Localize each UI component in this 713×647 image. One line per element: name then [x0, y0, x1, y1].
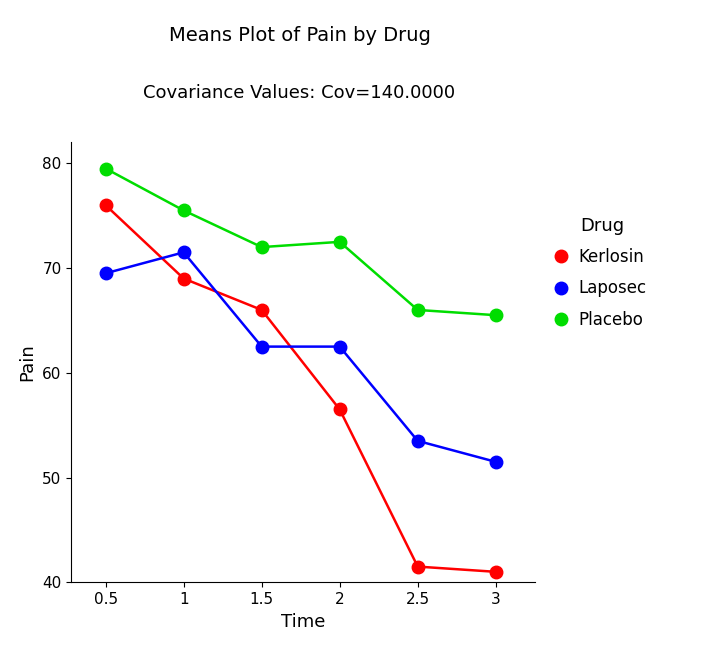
Kerlosin — [414, 563, 422, 571]
Placebo — [257, 243, 266, 251]
X-axis label: Time: Time — [281, 613, 325, 631]
Kerlosin — [491, 568, 500, 576]
Laposec — [101, 269, 110, 277]
Laposec — [414, 437, 422, 444]
Text: Means Plot of Pain by Drug: Means Plot of Pain by Drug — [168, 26, 431, 45]
Kerlosin — [101, 201, 110, 209]
Placebo — [101, 164, 110, 172]
Placebo — [414, 306, 422, 314]
Line: Kerlosin: Kerlosin — [99, 199, 502, 578]
Kerlosin — [335, 406, 344, 413]
Kerlosin — [180, 274, 188, 282]
Legend: Kerlosin, Laposec, Placebo: Kerlosin, Laposec, Placebo — [557, 217, 647, 329]
Laposec — [180, 248, 188, 256]
Laposec — [257, 343, 266, 351]
Y-axis label: Pain: Pain — [19, 344, 36, 381]
Text: Covariance Values: Cov=140.0000: Covariance Values: Cov=140.0000 — [143, 84, 456, 102]
Line: Laposec: Laposec — [99, 246, 502, 468]
Placebo — [491, 311, 500, 319]
Laposec — [491, 458, 500, 466]
Placebo — [335, 238, 344, 246]
Kerlosin — [257, 306, 266, 314]
Line: Placebo: Placebo — [99, 162, 502, 322]
Laposec — [335, 343, 344, 351]
Placebo — [180, 206, 188, 214]
